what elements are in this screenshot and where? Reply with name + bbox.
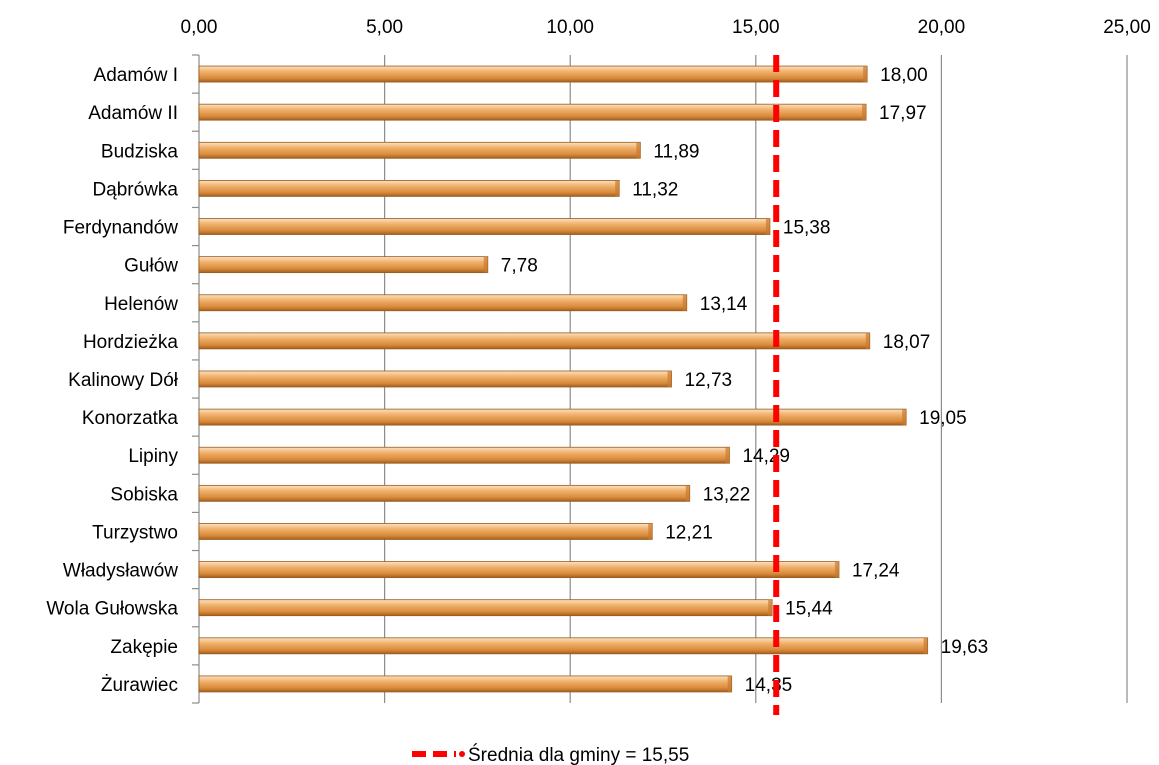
- category-label: Władysławów: [63, 561, 178, 582]
- bar-end-cap: [765, 218, 770, 235]
- data-label: 12,73: [685, 370, 733, 391]
- bar: [198, 446, 730, 464]
- x-tick-label: 0,00: [181, 17, 218, 38]
- data-label: 19,63: [941, 637, 989, 658]
- category-label: Adamów II: [88, 103, 178, 124]
- grid-lines: [384, 55, 1128, 703]
- x-tick-label: 25,00: [1103, 17, 1151, 38]
- bar-end-cap: [865, 332, 870, 349]
- bar-end-cap: [727, 675, 732, 692]
- data-label: 7,78: [501, 256, 538, 277]
- bar: [198, 256, 489, 274]
- category-label: Wola Gułowska: [46, 599, 178, 620]
- bar: [198, 484, 691, 502]
- bar: [198, 180, 620, 197]
- bar: [198, 561, 840, 578]
- category-label: Konorzatka: [82, 408, 179, 429]
- bar-end-cap: [923, 637, 928, 654]
- bar: [198, 675, 733, 693]
- data-label: 18,07: [883, 332, 931, 353]
- data-label: 13,22: [703, 484, 751, 505]
- bar: [198, 332, 871, 350]
- data-label: 17,97: [879, 103, 927, 124]
- bar-end-cap: [863, 66, 868, 83]
- bar: [198, 103, 867, 121]
- bar-end-cap: [862, 104, 867, 121]
- x-tick-label: 20,00: [918, 17, 966, 38]
- bar: [198, 294, 688, 312]
- data-label: 11,89: [653, 141, 699, 162]
- data-label: 14,29: [742, 446, 790, 467]
- bar: [198, 408, 907, 426]
- data-label: 11,32: [632, 179, 678, 200]
- category-label: Żurawiec: [101, 675, 178, 696]
- bar-end-cap: [685, 485, 690, 502]
- x-tick-label: 10,00: [546, 17, 594, 38]
- bar-end-cap: [636, 142, 641, 159]
- bars: [198, 65, 929, 693]
- legend-label: Średnia dla gminy = 15,55: [468, 744, 689, 765]
- x-tick-label: 15,00: [732, 17, 780, 38]
- category-label: Turzystwo: [92, 522, 178, 543]
- category-label: Gułów: [124, 256, 178, 277]
- category-label: Lipiny: [128, 446, 178, 467]
- data-label: 12,21: [665, 522, 713, 543]
- bar: [198, 370, 672, 388]
- bar-end-cap: [902, 409, 907, 426]
- bar-end-cap: [725, 447, 730, 464]
- data-label: 13,14: [700, 294, 748, 315]
- data-labels: 18,00 17,97 11,89 11,32 15,38 7,78 13,14 18,07 1…: [501, 65, 988, 696]
- category-label: Dąbrówka: [92, 179, 178, 200]
- bar-end-cap: [682, 294, 687, 311]
- category-label: Adamów I: [94, 65, 178, 86]
- bar-end-cap: [648, 523, 653, 540]
- bar: [198, 599, 773, 617]
- bar: [198, 65, 868, 83]
- bar-end-cap: [483, 256, 488, 273]
- bar-end-cap: [768, 599, 773, 616]
- bar-end-cap: [667, 371, 672, 387]
- bar: [198, 141, 641, 159]
- data-label: 19,05: [919, 408, 967, 429]
- category-label: Kalinowy Dół: [68, 370, 179, 391]
- x-tick-label: 5,00: [366, 17, 403, 38]
- data-label: 14,35: [745, 675, 793, 696]
- category-label: Zakępie: [110, 637, 178, 658]
- bar: [198, 218, 771, 235]
- data-label: 15,38: [783, 218, 831, 239]
- bar: [198, 637, 929, 655]
- category-label: Hordzieżka: [83, 332, 178, 353]
- data-label: 15,44: [785, 599, 833, 620]
- data-label: 18,00: [880, 65, 928, 86]
- category-label: Sobiska: [110, 484, 178, 505]
- bar-end-cap: [615, 180, 620, 197]
- bar-end-cap: [834, 561, 839, 578]
- category-label: Helenów: [104, 294, 178, 315]
- data-label: 17,24: [852, 561, 900, 582]
- category-label: Budziska: [101, 141, 179, 162]
- legend: Średnia dla gminy = 15,55: [412, 744, 689, 765]
- category-label: Ferdynandów: [63, 218, 178, 239]
- axes: 0,00 5,00 10,00 15,00 20,00 25,00 Adamów I Adam…: [46, 17, 1151, 704]
- legend-marker-icon: [459, 751, 465, 757]
- bar: [198, 523, 653, 540]
